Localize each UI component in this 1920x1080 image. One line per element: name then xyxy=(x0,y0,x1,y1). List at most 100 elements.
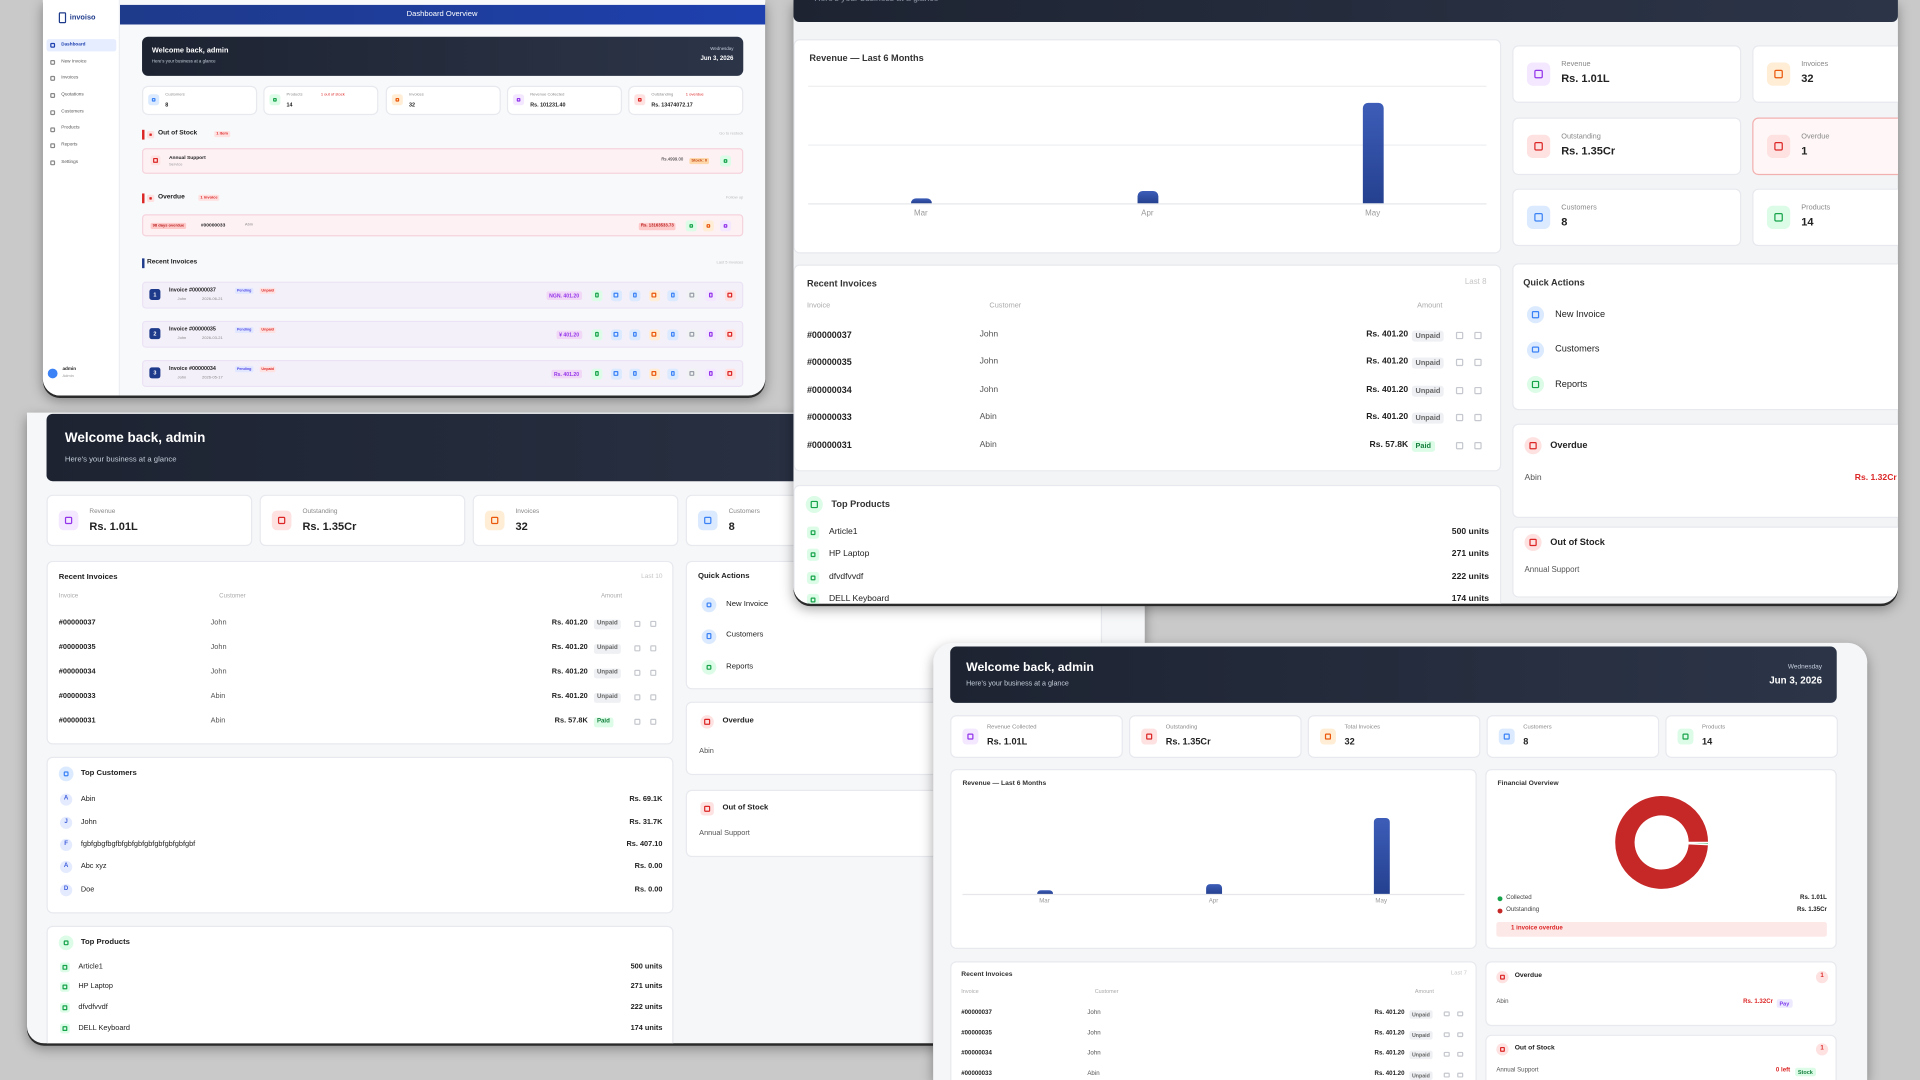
icon xyxy=(806,571,820,585)
icon xyxy=(146,194,155,203)
revenue-card xyxy=(793,39,1502,254)
action-icon xyxy=(1455,358,1464,367)
icon xyxy=(667,367,679,379)
revenue-card xyxy=(950,768,1477,949)
stat-card xyxy=(472,494,679,547)
card-link[interactable]: Last 8 xyxy=(1464,278,1487,288)
product-name: HP Laptop xyxy=(828,549,870,559)
icon-glyph xyxy=(613,332,619,337)
invoice-number: #00000037 xyxy=(961,1009,992,1017)
nav-item[interactable]: Customers xyxy=(61,108,84,114)
icon xyxy=(700,715,714,729)
icon-glyph xyxy=(1773,141,1784,151)
icon xyxy=(629,328,641,340)
welcome-title: Welcome back, admin xyxy=(966,660,1094,675)
stat-card xyxy=(385,85,501,116)
status-tag: Unpaid xyxy=(1411,412,1445,425)
quick-action[interactable]: Customers xyxy=(726,630,764,640)
amount: NGN. 401.20 xyxy=(546,291,582,301)
logo-icon xyxy=(58,12,67,24)
card-title: Revenue — Last 6 Months xyxy=(809,52,924,64)
sidebar xyxy=(42,0,121,396)
stat-label: Invoices xyxy=(515,508,540,516)
icon xyxy=(610,289,622,301)
icon-glyph xyxy=(272,97,278,102)
stock-left: 0 left xyxy=(1775,1066,1791,1075)
payment-tag: Unpaid xyxy=(259,327,276,334)
card-title: Top Products xyxy=(80,937,130,946)
nav-item[interactable]: Quotations xyxy=(61,91,84,97)
invoice-number: #00000033 xyxy=(961,1070,992,1078)
x-tick-label: Mar xyxy=(913,208,928,218)
icon-glyph xyxy=(967,733,974,740)
icon-glyph xyxy=(613,371,619,376)
welcome-subtitle: Here's your business at a glance xyxy=(151,58,216,64)
card-link[interactable]: Last 7 xyxy=(1450,971,1467,978)
avatar xyxy=(60,793,73,806)
row-index-bg xyxy=(149,328,161,340)
card-title: Out of Stock xyxy=(1514,1044,1555,1052)
amount: Rs. 401.20 xyxy=(551,668,588,676)
icon xyxy=(58,935,74,951)
section-link[interactable]: Go to restock xyxy=(719,131,744,137)
bar xyxy=(1362,102,1384,204)
quick-action[interactable]: Reports xyxy=(726,661,754,671)
customer-name: Doe xyxy=(80,886,95,894)
badge: 1 invoice xyxy=(198,194,220,202)
nav-icon xyxy=(50,126,56,132)
pay-button[interactable]: Pay xyxy=(1776,999,1793,1009)
icon-glyph xyxy=(651,292,657,298)
icon xyxy=(806,548,820,561)
icon xyxy=(705,289,717,301)
quick-action[interactable]: New Invoice xyxy=(726,599,769,608)
stock-item: Annual Support xyxy=(1496,1066,1539,1075)
stat-label: Outstanding xyxy=(1165,725,1198,732)
amount: Rs. 401.20 xyxy=(551,619,588,627)
nav-item[interactable]: Invoices xyxy=(61,75,79,80)
card-link[interactable]: Last 10 xyxy=(641,573,663,581)
action-icon xyxy=(1455,331,1464,340)
icon-glyph xyxy=(64,516,73,525)
icon-glyph xyxy=(689,332,695,337)
nav-item[interactable]: Reports xyxy=(61,142,78,148)
invoice-number: #00000034 xyxy=(58,668,96,676)
quick-action[interactable]: New Invoice xyxy=(1555,308,1606,320)
stat-value: Rs. 13474072.17 xyxy=(651,101,693,108)
card-title: Overdue xyxy=(1550,439,1588,451)
icon xyxy=(1526,306,1545,324)
icon xyxy=(1526,375,1545,394)
avatar xyxy=(60,884,73,897)
section-link[interactable]: Follow up xyxy=(725,194,744,200)
quick-action[interactable]: Reports xyxy=(1555,378,1588,390)
item-price: Rs.4999.00 xyxy=(661,156,684,162)
legend-value: Rs. 1.01L xyxy=(1800,894,1827,902)
icon-glyph xyxy=(706,601,712,608)
stock-item: Annual Support xyxy=(699,829,750,838)
customer: John xyxy=(1087,1009,1101,1017)
overdue-amount: Rs. 1.32Cr xyxy=(1854,474,1897,483)
invoice-number: #00000037 xyxy=(58,619,96,627)
section-link[interactable]: Last 5 invoices xyxy=(716,259,744,265)
nav-item[interactable]: Products xyxy=(61,125,80,131)
stock-button[interactable]: Stock xyxy=(1795,1067,1816,1077)
legend-label: Outstanding xyxy=(1506,906,1540,914)
overdue-tag: 98 days overdue xyxy=(150,223,187,230)
customer: John xyxy=(177,335,187,341)
nav-item[interactable]: Dashboard xyxy=(61,41,86,47)
stat-value: 8 xyxy=(1523,735,1529,747)
action-icon xyxy=(634,620,641,627)
row-index-bg xyxy=(149,288,161,301)
icon xyxy=(1766,62,1791,86)
welcome-subtitle: Here's your business at a glance xyxy=(966,680,1069,688)
action-icon xyxy=(1443,1011,1450,1017)
stat-card xyxy=(263,85,379,116)
product-name: dfvdfvvdf xyxy=(78,1003,108,1012)
status-tag: Pending xyxy=(235,366,254,373)
row-index: 3 xyxy=(153,369,157,376)
icon xyxy=(591,367,603,379)
icon xyxy=(697,510,718,531)
nav-item[interactable]: Settings xyxy=(61,158,79,164)
nav-item[interactable]: New Invoice xyxy=(61,58,87,64)
amount: Rs. 401.20 xyxy=(1366,385,1409,395)
quick-action[interactable]: Customers xyxy=(1555,343,1600,355)
